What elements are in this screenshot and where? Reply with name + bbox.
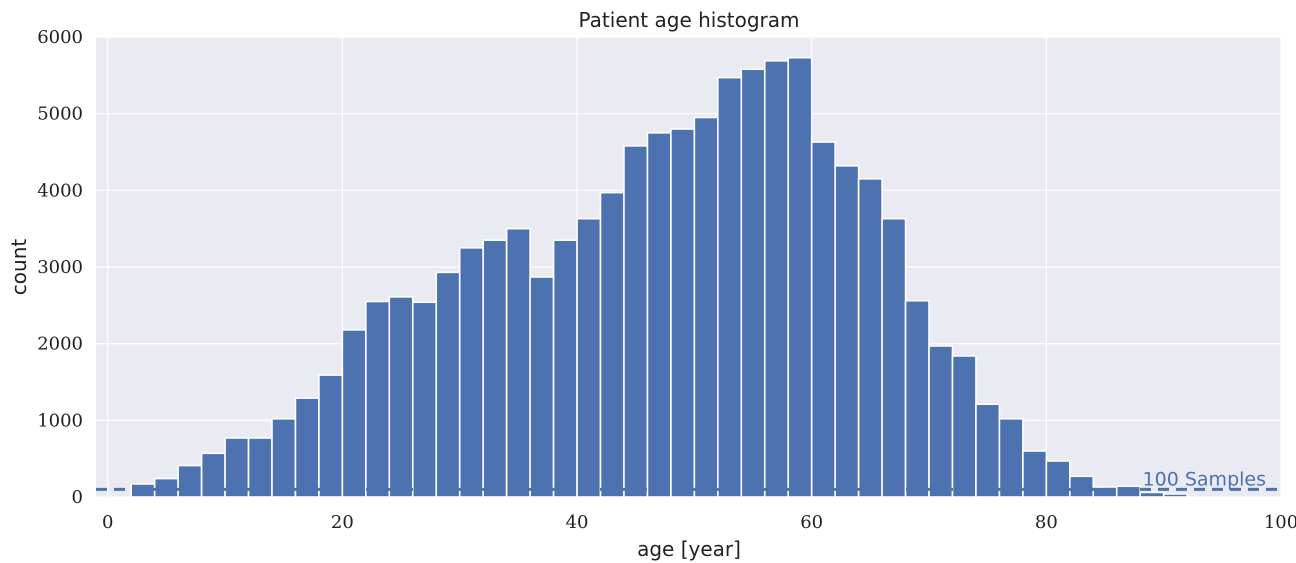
y-tick-labels: 0 1000 2000 3000 4000 5000 6000 bbox=[37, 27, 83, 508]
y-tick-label: 6000 bbox=[37, 27, 83, 48]
x-tick-label: 20 bbox=[331, 512, 354, 533]
histogram-bar bbox=[529, 276, 555, 498]
y-axis-label: count bbox=[7, 239, 31, 296]
histogram-bar bbox=[975, 403, 1001, 498]
x-tick-label: 60 bbox=[800, 512, 823, 533]
histogram-bar bbox=[1069, 475, 1095, 498]
x-tick-label: 0 bbox=[102, 512, 113, 533]
x-tick-label: 100 bbox=[1264, 512, 1296, 533]
x-tick-labels: 0 20 40 60 80 100 bbox=[102, 512, 1296, 533]
histogram-bar bbox=[670, 128, 696, 498]
bars-group bbox=[130, 56, 1188, 498]
y-tick-label: 0 bbox=[72, 487, 83, 508]
histogram-bar bbox=[787, 56, 813, 498]
histogram-bar bbox=[951, 355, 977, 498]
y-tick-label: 4000 bbox=[37, 180, 83, 201]
histogram-bar bbox=[599, 191, 625, 498]
histogram-bar bbox=[1139, 491, 1165, 498]
histogram-bar bbox=[271, 417, 297, 498]
histogram-bar bbox=[998, 417, 1024, 498]
histogram-bar bbox=[1162, 493, 1188, 498]
y-tick-label: 2000 bbox=[37, 334, 83, 355]
threshold-line-group: 100 Samples bbox=[96, 468, 1281, 491]
histogram-bar bbox=[763, 59, 790, 498]
histogram-bar bbox=[646, 132, 672, 498]
histogram-bar bbox=[717, 76, 743, 498]
chart-title: Patient age histogram bbox=[579, 8, 800, 32]
x-axis-label: age [year] bbox=[637, 537, 741, 561]
histogram-bar bbox=[153, 477, 179, 498]
histogram-bar bbox=[177, 464, 203, 498]
y-tick-label: 5000 bbox=[37, 104, 83, 125]
histogram-bar bbox=[458, 247, 484, 498]
threshold-label: 100 Samples bbox=[1143, 468, 1266, 490]
histogram-bar bbox=[411, 301, 438, 498]
histogram-bar bbox=[482, 239, 508, 498]
histogram-bar bbox=[435, 271, 461, 498]
y-tick-label: 3000 bbox=[37, 257, 83, 278]
histogram-bar bbox=[576, 217, 602, 498]
histogram-bar bbox=[318, 374, 344, 498]
histogram-bar bbox=[294, 397, 320, 498]
histogram-bar bbox=[810, 141, 836, 498]
histogram-bar bbox=[1045, 460, 1071, 498]
histogram-bar bbox=[693, 116, 719, 498]
histogram-bar bbox=[857, 178, 883, 498]
histogram-bar bbox=[388, 296, 414, 498]
histogram-bar bbox=[365, 300, 391, 498]
x-tick-label: 40 bbox=[566, 512, 589, 533]
histogram-bar bbox=[505, 227, 531, 498]
x-tick-label: 80 bbox=[1035, 512, 1058, 533]
histogram-bar bbox=[552, 239, 578, 498]
histogram-bar bbox=[834, 165, 860, 498]
histogram-bar bbox=[740, 68, 766, 498]
histogram-bar bbox=[341, 329, 367, 498]
histogram-bar bbox=[928, 345, 954, 498]
histogram-bar bbox=[623, 145, 649, 498]
y-tick-label: 1000 bbox=[37, 410, 83, 431]
histogram-bar bbox=[904, 299, 930, 498]
histogram-bar bbox=[881, 217, 907, 498]
